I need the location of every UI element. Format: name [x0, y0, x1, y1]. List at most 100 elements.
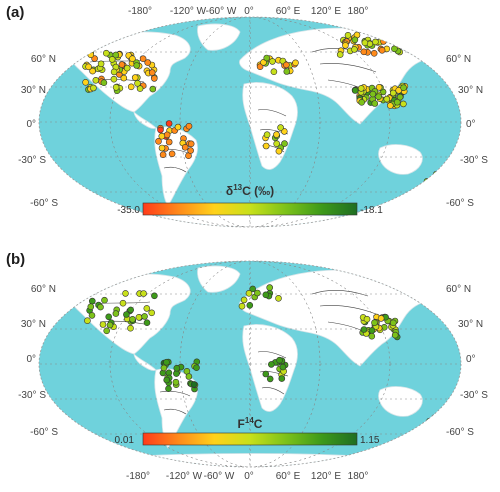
site-marker — [84, 317, 91, 324]
map-panel-a: (a) -180° -120° W -60° W 0° 60° E 120° E… — [0, 0, 500, 240]
site-marker — [262, 291, 270, 299]
site-marker — [292, 59, 299, 67]
site-marker — [110, 75, 118, 83]
site-marker — [101, 296, 108, 304]
lon-tick-bottom-7: 180° — [348, 471, 369, 482]
site-marker — [88, 312, 96, 319]
lat-tick-right-2: 30° N — [458, 85, 483, 96]
site-marker — [283, 61, 290, 69]
site-marker — [103, 327, 110, 335]
lon-tick-labels-bottom: -180° -120° W -60° W 0° 60° E 120° E 180… — [126, 471, 368, 482]
lat-tick-labels-right: 60° N 30° N 0° -30° S -60° S — [446, 54, 488, 209]
lon-tick-top-4: 0° — [244, 6, 254, 17]
site-marker — [139, 55, 147, 63]
panel-label-a: (a) — [6, 4, 25, 21]
site-marker — [129, 316, 136, 323]
site-marker — [118, 61, 126, 68]
site-marker — [386, 102, 394, 109]
lat-tick-left-3: 0° — [26, 354, 36, 365]
lon-tick-top-5: 60° E — [276, 6, 301, 17]
site-marker — [160, 364, 168, 372]
site-marker — [372, 38, 379, 46]
site-marker — [185, 122, 193, 130]
site-marker — [427, 177, 435, 184]
colorbar-bar-b — [142, 432, 358, 446]
site-marker — [391, 45, 398, 53]
site-marker — [245, 289, 253, 297]
site-marker — [87, 303, 95, 311]
colorbar-bar-a — [142, 202, 358, 216]
site-marker — [344, 31, 352, 39]
lon-tick-bottom-4: 0° — [244, 471, 254, 482]
site-marker — [240, 296, 248, 304]
greenland — [197, 23, 241, 51]
site-marker — [112, 310, 120, 317]
site-marker — [157, 126, 164, 134]
site-marker — [278, 375, 286, 382]
site-marker — [159, 151, 167, 158]
lat-tick-right-3: 0° — [466, 354, 476, 365]
site-marker — [110, 68, 118, 76]
site-marker — [358, 99, 366, 106]
site-marker — [369, 90, 377, 98]
site-marker — [249, 285, 256, 293]
colorbar-max-label-a: -18.1 — [360, 205, 383, 216]
site-marker — [144, 59, 151, 66]
site-marker — [400, 100, 407, 108]
site-marker — [90, 84, 97, 92]
site-marker — [82, 79, 89, 86]
site-marker — [371, 319, 378, 326]
colorbar-title-a: δ13C (‰) — [226, 183, 274, 198]
site-marker — [389, 89, 397, 97]
site-marker — [165, 138, 173, 146]
site-marker — [361, 39, 369, 47]
site-marker — [342, 42, 349, 49]
site-marker — [262, 142, 270, 150]
lon-tick-top-7: 180° — [348, 6, 369, 17]
site-marker — [435, 170, 443, 177]
site-marker — [378, 46, 386, 54]
site-marker — [133, 62, 140, 69]
site-marker — [263, 54, 271, 62]
site-marker — [140, 290, 147, 297]
australia — [378, 386, 423, 417]
site-marker — [134, 80, 141, 87]
lat-tick-right-5: -60° S — [446, 427, 474, 438]
site-marker — [283, 68, 291, 75]
site-marker — [351, 87, 359, 94]
site-marker — [360, 48, 368, 56]
site-marker — [148, 69, 156, 76]
site-marker — [396, 93, 404, 101]
lat-tick-labels-right: 60° N 30° N 0° -30° S -60° S — [446, 284, 488, 438]
site-marker — [158, 144, 166, 152]
site-marker — [400, 84, 407, 91]
site-marker — [123, 64, 131, 72]
site-marker — [431, 178, 439, 185]
site-marker — [357, 85, 365, 92]
site-marker — [275, 147, 283, 155]
lat-tick-right-5: -60° S — [446, 198, 474, 209]
lon-tick-bottom-5: 60° E — [276, 471, 301, 482]
site-marker — [368, 327, 376, 334]
site-markers-b — [84, 284, 445, 425]
lon-tick-labels-top: -180° -120° W -60° W 0° 60° E 120° E 180… — [128, 6, 368, 17]
site-marker — [148, 309, 155, 317]
site-marker — [263, 131, 271, 138]
site-marker — [238, 302, 246, 310]
site-marker — [112, 84, 120, 91]
site-marker — [92, 77, 100, 84]
site-marker — [119, 299, 127, 307]
site-marker — [105, 313, 112, 321]
lon-tick-bottom-3: -60° W — [204, 471, 235, 482]
colorbar-max-label-b: 1.15 — [360, 435, 380, 446]
lat-tick-left-5: -60° S — [30, 427, 58, 438]
map-svg-b: 60° N 30° N 0° -30° S -60° S 60° N 30° N… — [18, 260, 488, 482]
site-marker — [85, 63, 92, 71]
site-marker — [391, 331, 399, 339]
site-marker — [165, 120, 173, 127]
site-marker — [380, 33, 388, 41]
site-marker — [377, 315, 385, 322]
panel-label-b: (b) — [6, 251, 26, 268]
central-america — [133, 111, 157, 129]
map-svg-a: -180° -120° W -60° W 0° 60° E 120° E 180… — [18, 6, 488, 228]
